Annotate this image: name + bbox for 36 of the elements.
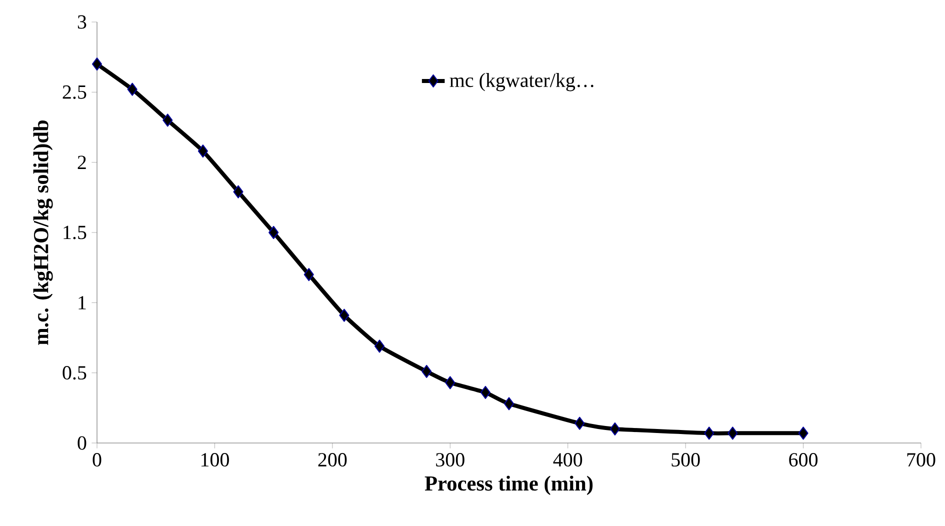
point: [233, 185, 244, 198]
point: [198, 144, 208, 158]
x-tick-label: 600: [789, 453, 818, 467]
x-tick-label: 0: [92, 453, 102, 467]
point: [304, 268, 314, 282]
point: [610, 422, 620, 436]
y-tick-label: 1: [78, 296, 86, 310]
point: [798, 426, 808, 440]
x-tick-label: 400: [553, 453, 582, 467]
point: [374, 340, 385, 353]
x-tick-label: 700: [907, 453, 936, 467]
x-tick-label: 300: [436, 453, 464, 467]
x-tick-label: 100: [201, 453, 229, 467]
y-tick-label: 0: [78, 436, 86, 450]
y-tick-label: 1.5: [64, 226, 86, 240]
point: [445, 376, 456, 390]
legend-label: mc (kgwater/kg…: [450, 73, 594, 92]
x-tick-label: 200: [318, 453, 347, 467]
point: [422, 364, 432, 378]
point: [162, 114, 173, 127]
point: [339, 308, 350, 322]
y-axis-title: m.c. (kgH2O/kg solid)db: [33, 120, 53, 345]
y-tick-label: 3: [78, 15, 86, 29]
point: [704, 426, 714, 440]
point: [574, 416, 585, 430]
point: [92, 58, 102, 71]
y-tick-label: 2.5: [62, 85, 86, 99]
x-tick-label: 500: [672, 453, 700, 467]
point: [480, 386, 490, 400]
point: [728, 426, 738, 440]
point: [504, 397, 514, 410]
point: [268, 226, 279, 240]
x-axis-title: Process time (min): [424, 476, 593, 496]
y-tick-label: 2: [78, 156, 86, 169]
y-tick-label: 0.5: [62, 366, 86, 380]
point: [127, 82, 138, 96]
